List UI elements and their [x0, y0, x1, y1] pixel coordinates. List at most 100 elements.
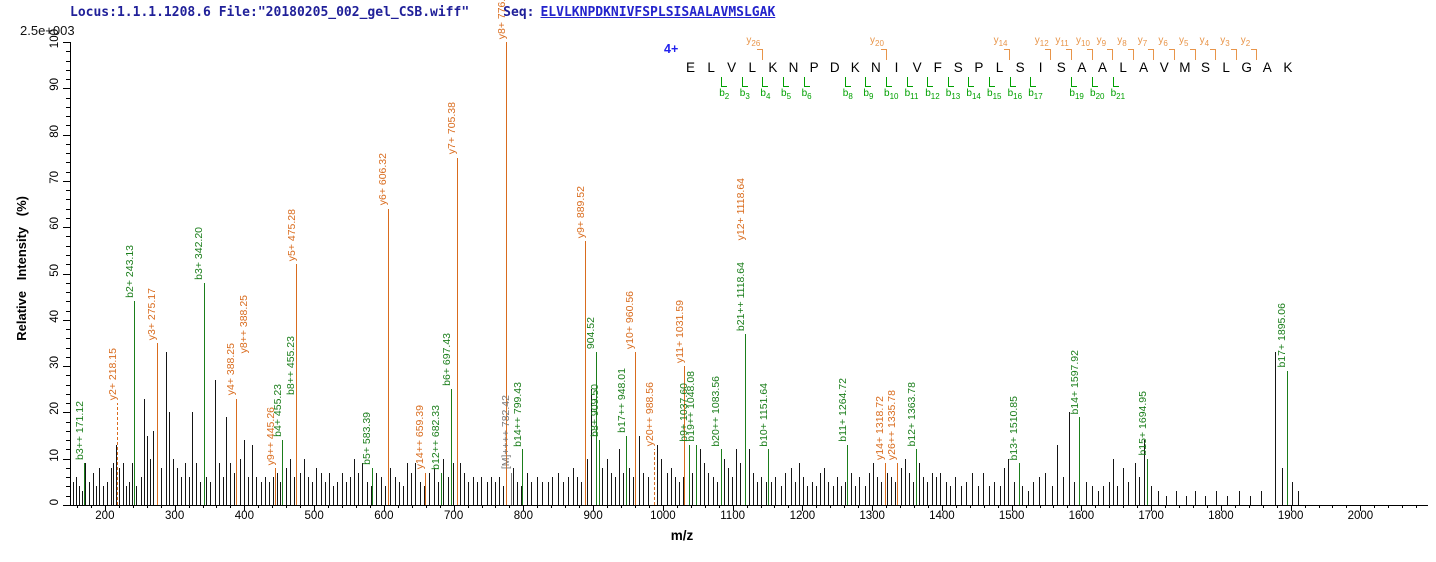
peak [264, 477, 266, 505]
peak [648, 477, 650, 505]
peak [642, 472, 644, 505]
x-minor-tick [621, 505, 623, 508]
fragment-peak [720, 449, 722, 505]
b-ion-mark [947, 77, 954, 87]
plot-area[interactable]: b3++ 171.12 y2+ 218.15 b2+ 243.13 y3+ 275.1… [70, 0, 1422, 505]
y-tick-label: 100 [49, 28, 61, 48]
y-ion-label: y7 [1137, 35, 1148, 48]
peak [153, 430, 155, 505]
peak [610, 472, 612, 505]
x-minor-tick [983, 505, 985, 508]
x-minor-tick [425, 505, 427, 508]
peak [160, 467, 162, 505]
fragment-peak [387, 208, 389, 505]
peak [192, 412, 194, 505]
peak [563, 481, 565, 505]
residue-letter: L [707, 60, 715, 75]
residue-letter: F [933, 60, 942, 75]
peak [280, 481, 282, 505]
x-minor-tick [1276, 505, 1278, 508]
x-minor-tick [900, 505, 902, 508]
fragment-peak [275, 467, 277, 505]
peak [341, 472, 343, 505]
b-ion-mark [968, 77, 975, 87]
peak [660, 458, 662, 505]
fragment-peak-label: y10+ 960.56 [624, 291, 637, 350]
fragment-peak [745, 333, 747, 505]
peak [927, 481, 929, 505]
x-minor-tick [481, 505, 483, 508]
x-minor-tick [188, 505, 190, 508]
fragment-peak [424, 472, 426, 505]
peak [429, 472, 431, 505]
x-minor-tick [76, 505, 78, 508]
x-minor-tick [1304, 505, 1306, 508]
peak [1150, 486, 1152, 505]
fragment-peak-label: y12+ 1118.64 [734, 177, 747, 241]
y-minor-tick [66, 208, 70, 210]
b-ion-mark [1009, 77, 1016, 87]
peak [972, 472, 974, 505]
x-minor-tick [830, 505, 832, 508]
y-major-tick [63, 366, 70, 368]
y-tick-label: 90 [49, 78, 61, 92]
peak [419, 481, 421, 505]
x-axis-line [70, 505, 1428, 506]
fragment-peak-label: b2+ 243.13 [123, 245, 136, 299]
y-minor-tick [66, 116, 70, 118]
y-major-tick [63, 42, 70, 43]
peak [366, 481, 368, 505]
residue-letter: N [871, 60, 881, 75]
x-tick-label: 600 [374, 510, 394, 522]
peak [447, 477, 449, 505]
peak [199, 481, 201, 505]
fragment-peak [595, 352, 597, 505]
y-ion-label: y11 [1055, 35, 1069, 48]
fragment-peak-label: y5+ 475.28 [285, 208, 298, 262]
peak [268, 481, 270, 505]
residue-letter: M [1179, 60, 1191, 75]
y-minor-tick [66, 106, 70, 108]
fragment-peak [456, 157, 458, 505]
fragment-peak [440, 472, 442, 505]
x-tick-label: 2000 [1347, 510, 1374, 522]
peak [1086, 481, 1088, 505]
peak [169, 412, 171, 505]
x-major-tick [1220, 505, 1222, 511]
peak [76, 477, 78, 505]
fragment-peak-label: b4+ 455.23 [271, 384, 284, 438]
residue-letter: S [1056, 60, 1066, 75]
fragment-peak [1079, 417, 1081, 505]
x-minor-tick [913, 505, 915, 508]
x-major-tick [1011, 505, 1013, 511]
y-minor-tick [66, 125, 70, 127]
y-minor-tick [66, 245, 70, 247]
peak [415, 463, 417, 505]
peak [727, 467, 729, 505]
peak [845, 481, 847, 505]
residue-letter: P [809, 60, 819, 75]
x-minor-tick [1039, 505, 1041, 508]
peak [411, 472, 413, 505]
peak [832, 486, 834, 505]
peak [828, 481, 830, 505]
residue-letter: K [1283, 60, 1293, 75]
x-minor-tick [774, 505, 776, 508]
residue-letter: G [1241, 60, 1252, 75]
peak [700, 449, 702, 505]
peak [638, 435, 640, 505]
residue-letter: S [953, 60, 963, 75]
peak [390, 467, 392, 505]
peak [407, 463, 409, 505]
b-ion-mark [721, 77, 728, 87]
peak [602, 467, 604, 505]
fragment-peak-label: b15+ 1694.95 [1136, 391, 1149, 456]
peak [999, 486, 1001, 505]
x-minor-tick [816, 505, 818, 508]
x-minor-tick [704, 505, 706, 508]
fragment-peak-label: b19++ 1048.08 [685, 371, 698, 442]
y-minor-tick [66, 393, 70, 395]
peak [619, 449, 621, 505]
residue-letter: A [1139, 60, 1149, 75]
